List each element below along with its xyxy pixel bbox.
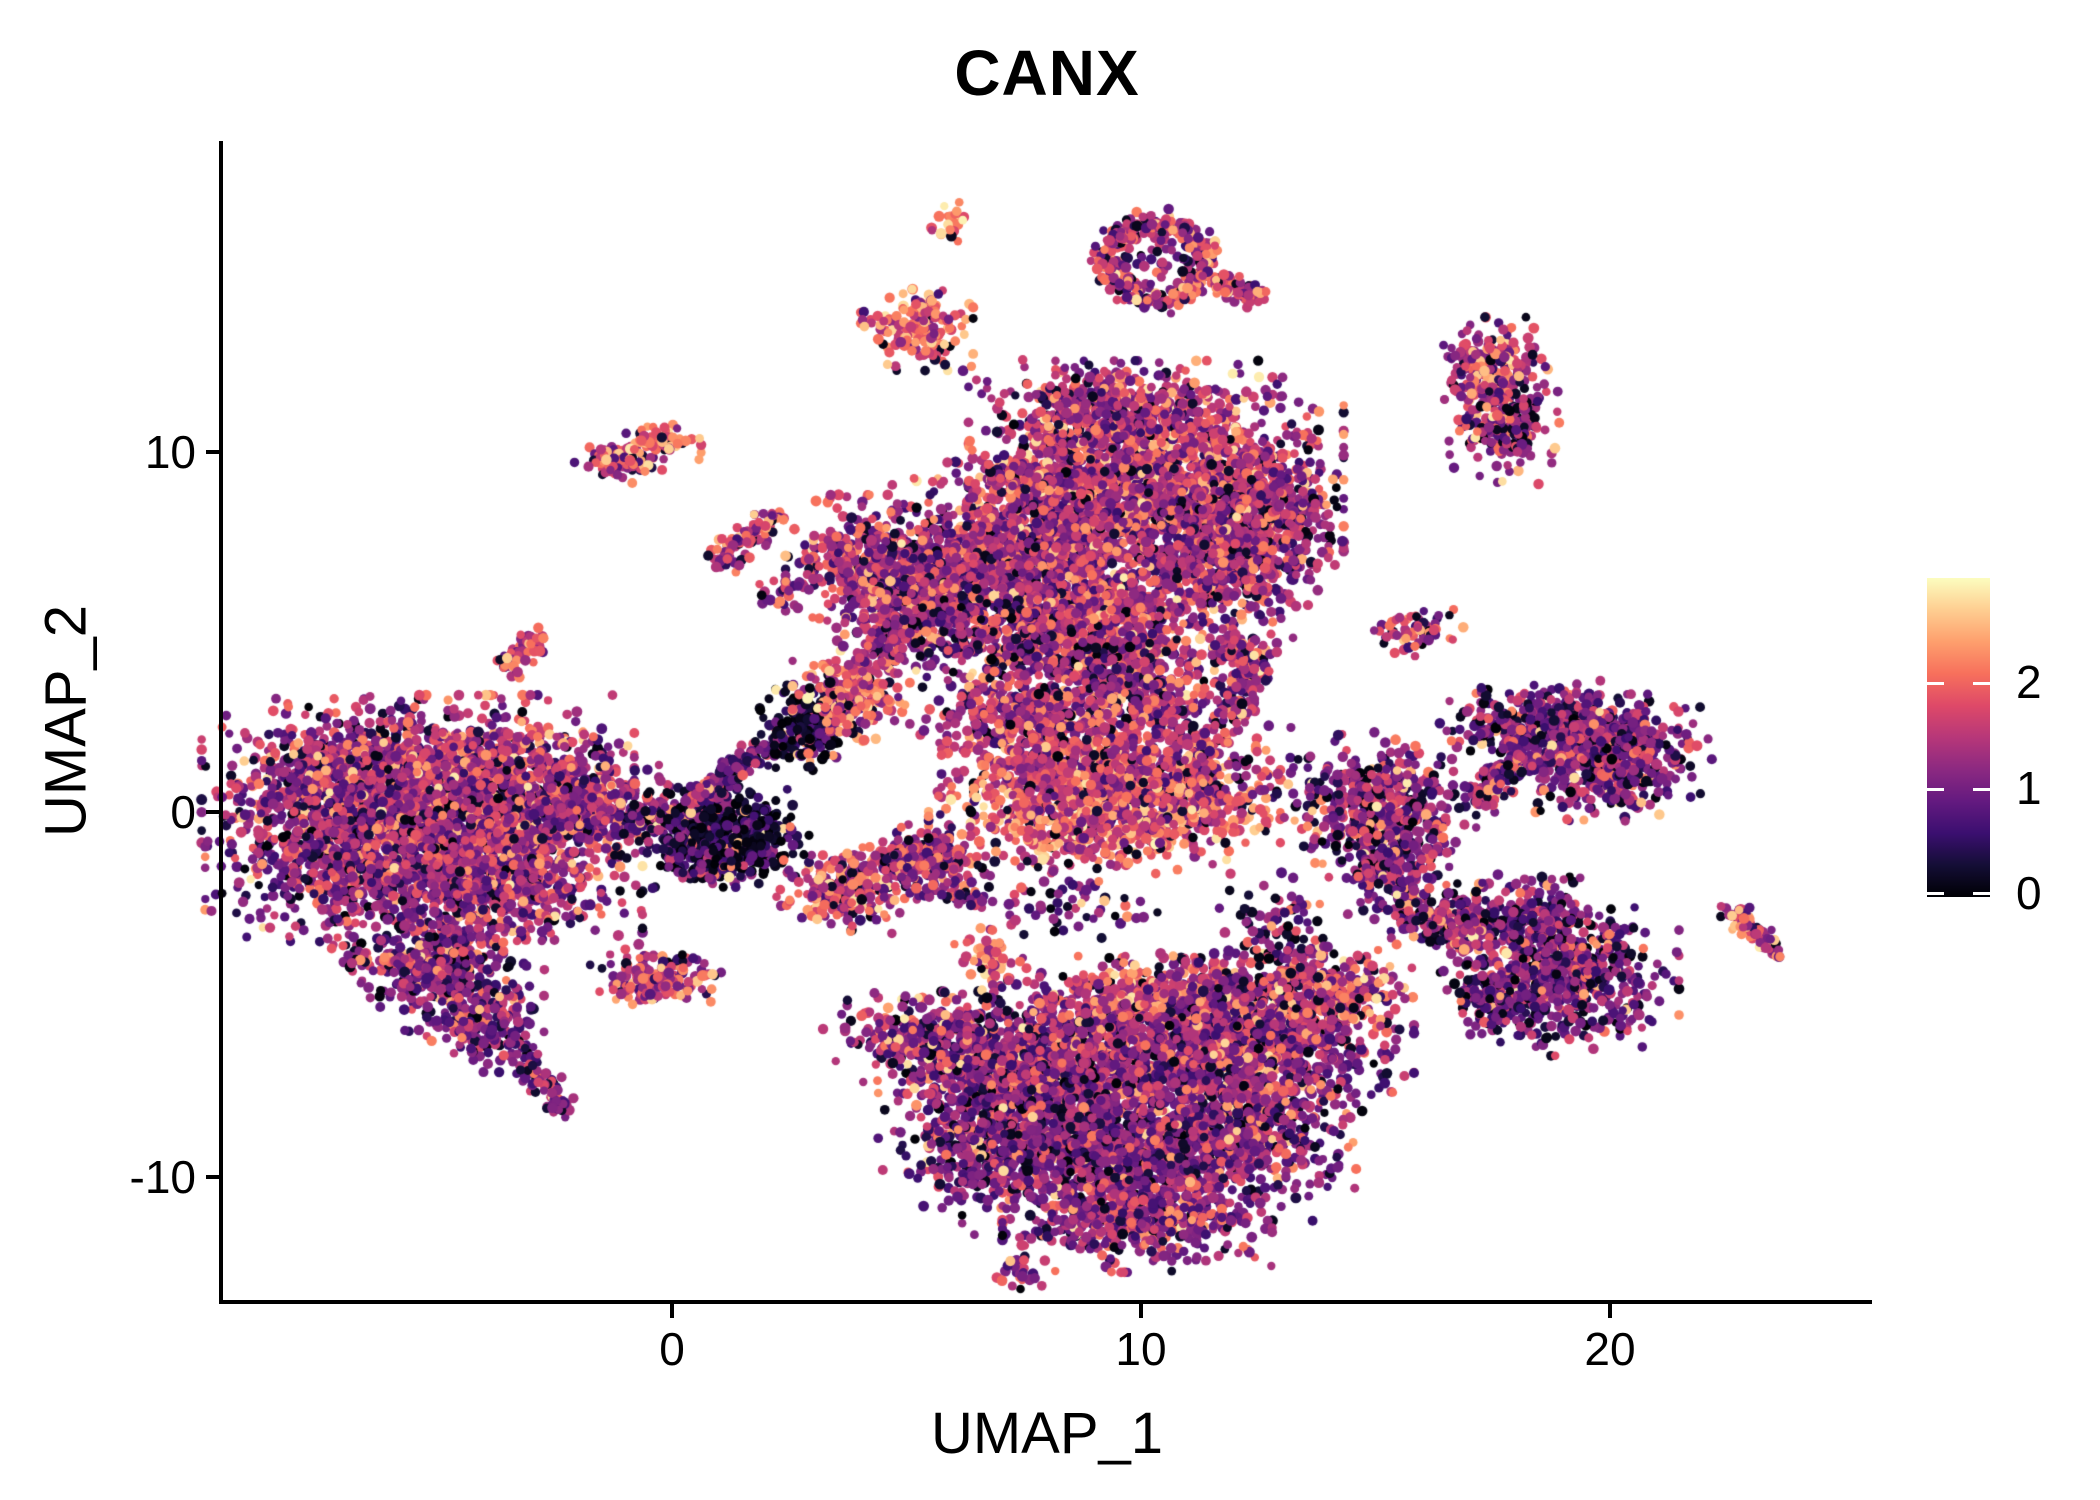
x-tick-mark-10 — [1139, 1304, 1143, 1318]
y-tick-label-neg10: -10 — [129, 1151, 196, 1203]
colorbar-label-0: 0 — [2016, 867, 2042, 919]
colorbar-tick-2-left — [1927, 682, 1944, 685]
y-tick-mark-10 — [206, 450, 219, 454]
x-tick-mark-20 — [1608, 1304, 1612, 1318]
colorbar-tick-0-left — [1927, 892, 1944, 895]
x-tick-mark-0 — [670, 1304, 674, 1318]
x-tick-label-20: 20 — [1584, 1323, 1636, 1375]
colorbar-label-1: 1 — [2016, 762, 2042, 814]
colorbar-tick-1-right — [1973, 788, 1990, 791]
plot-title: CANX — [954, 37, 1140, 109]
x-tick-label-10: 10 — [1115, 1323, 1167, 1375]
colorbar-tick-2-right — [1973, 682, 1990, 685]
colorbar-label-2: 2 — [2016, 656, 2042, 708]
x-tick-label-0: 0 — [659, 1323, 685, 1375]
colorbar-tick-1-left — [1927, 788, 1944, 791]
x-axis-line — [219, 1300, 1872, 1304]
y-tick-label-0: 0 — [170, 786, 196, 838]
y-tick-mark-0 — [206, 810, 219, 814]
y-tick-mark-neg10 — [206, 1175, 219, 1179]
colorbar-gradient — [1927, 578, 1990, 897]
y-axis-line — [219, 141, 223, 1304]
x-axis-title: UMAP_1 — [930, 1401, 1164, 1466]
y-tick-label-10: 10 — [144, 426, 196, 478]
y-axis-title: UMAP_2 — [33, 604, 99, 838]
colorbar-tick-0-right — [1973, 892, 1990, 895]
